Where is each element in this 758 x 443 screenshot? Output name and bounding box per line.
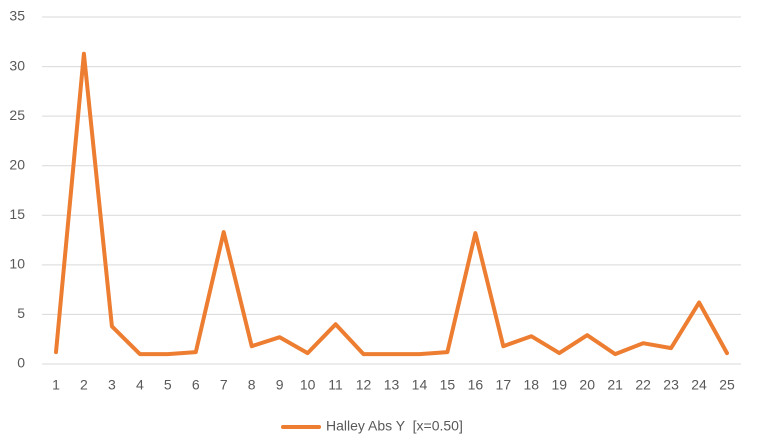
y-tick-label: 0 [17, 355, 25, 371]
x-tick-label: 23 [663, 377, 679, 393]
x-tick-label: 24 [691, 377, 707, 393]
x-tick-label: 10 [300, 377, 316, 393]
x-tick-label: 4 [136, 377, 144, 393]
legend-label: Halley Abs Y [x=0.50] [326, 418, 463, 434]
x-tick-label: 9 [276, 377, 284, 393]
y-tick-label: 20 [9, 156, 25, 172]
x-tick-label: 6 [192, 377, 200, 393]
y-tick-label: 30 [9, 57, 25, 73]
y-tick-label: 10 [9, 256, 25, 272]
y-tick-label: 25 [9, 107, 25, 123]
x-tick-label: 12 [356, 377, 372, 393]
x-tick-label: 15 [440, 377, 456, 393]
y-tick-label: 35 [9, 8, 25, 24]
x-tick-label: 19 [551, 377, 567, 393]
x-tick-label: 21 [607, 377, 623, 393]
x-tick-label: 20 [579, 377, 595, 393]
y-tick-label: 15 [9, 206, 25, 222]
x-tick-label: 7 [220, 377, 228, 393]
x-tick-label: 3 [108, 377, 116, 393]
data-line [54, 51, 729, 357]
y-tick-label: 5 [17, 305, 25, 321]
x-tick-label: 5 [164, 377, 172, 393]
x-tick-label: 22 [635, 377, 651, 393]
x-tick-label: 16 [468, 377, 484, 393]
x-tick-label: 13 [384, 377, 400, 393]
x-tick-label: 1 [52, 377, 60, 393]
x-tick-label: 2 [80, 377, 88, 393]
x-tick-label: 11 [328, 377, 343, 393]
x-tick-label: 25 [719, 377, 735, 393]
x-tick-label: 14 [412, 377, 428, 393]
x-tick-label: 18 [524, 377, 540, 393]
x-tick-label: 17 [496, 377, 512, 393]
x-tick-label: 8 [248, 377, 256, 393]
